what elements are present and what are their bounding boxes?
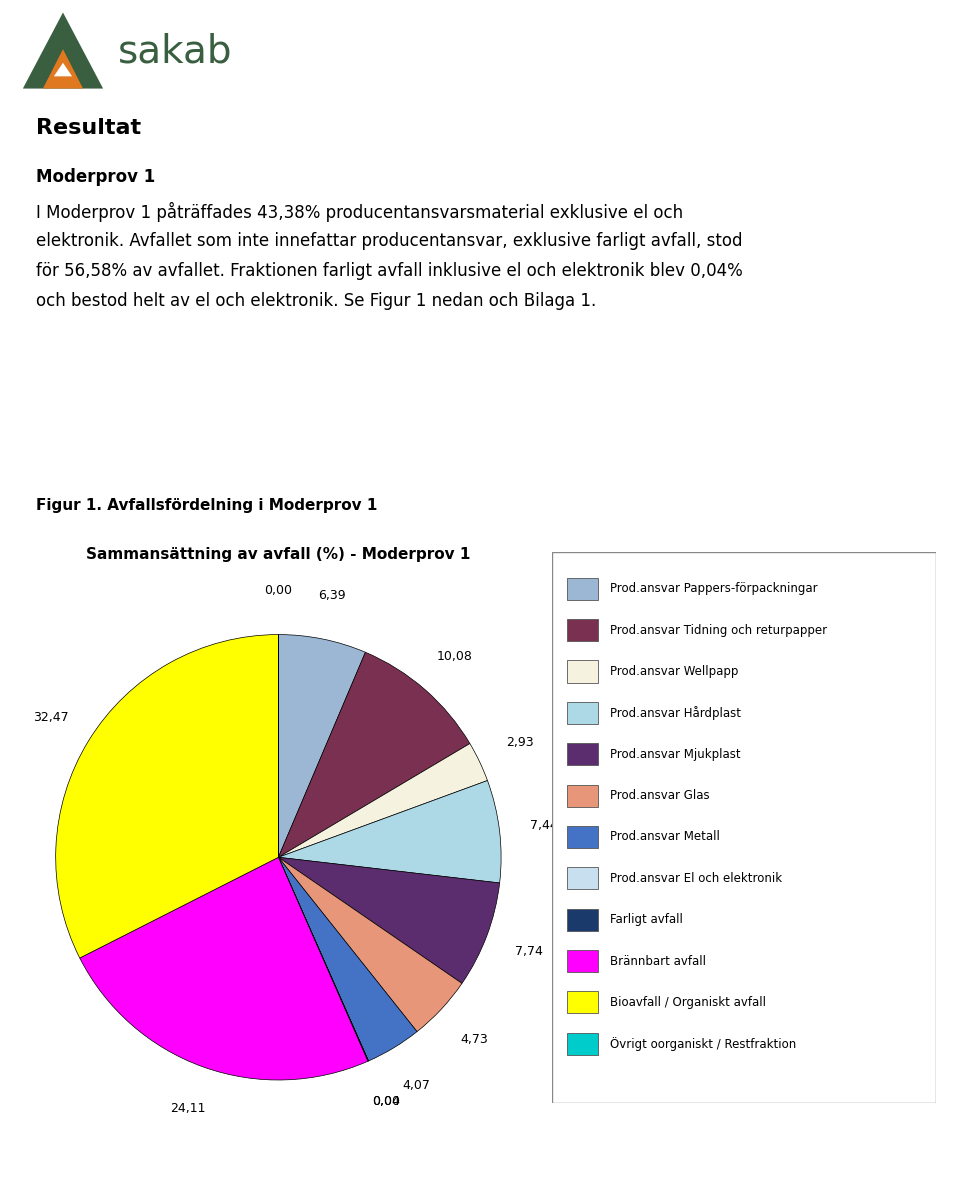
Text: Prod.ansvar Metall: Prod.ansvar Metall <box>610 831 719 843</box>
Wedge shape <box>278 857 369 1061</box>
Text: Farligt avfall: Farligt avfall <box>610 914 683 926</box>
Text: 7,74: 7,74 <box>515 945 542 958</box>
FancyBboxPatch shape <box>567 826 598 848</box>
Text: Bioavfall / Organiskt avfall: Bioavfall / Organiskt avfall <box>610 996 766 1008</box>
Polygon shape <box>54 62 72 77</box>
Text: 7,44: 7,44 <box>530 819 558 832</box>
Text: Resultat: Resultat <box>36 118 141 138</box>
Text: Brännbart avfall: Brännbart avfall <box>610 954 706 968</box>
Text: 0,00: 0,00 <box>264 584 293 597</box>
FancyBboxPatch shape <box>567 701 598 724</box>
Wedge shape <box>56 634 278 958</box>
Text: Prod.ansvar El och elektronik: Prod.ansvar El och elektronik <box>610 872 781 885</box>
Text: Prod.ansvar Pappers-förpackningar: Prod.ansvar Pappers-förpackningar <box>610 583 817 595</box>
Text: 2,93: 2,93 <box>506 736 534 749</box>
Wedge shape <box>278 634 366 857</box>
Text: 0,04: 0,04 <box>372 1096 400 1108</box>
Text: Prod.ansvar Hårdplast: Prod.ansvar Hårdplast <box>610 706 740 719</box>
Wedge shape <box>278 781 501 882</box>
Text: Prod.ansvar Mjukplast: Prod.ansvar Mjukplast <box>610 748 740 760</box>
Text: Prod.ansvar Glas: Prod.ansvar Glas <box>610 789 709 802</box>
Text: 4,73: 4,73 <box>460 1034 488 1046</box>
Polygon shape <box>23 12 103 89</box>
Text: 0,00: 0,00 <box>372 1095 400 1108</box>
Wedge shape <box>278 857 369 1061</box>
FancyBboxPatch shape <box>567 950 598 972</box>
Text: Moderprov 1: Moderprov 1 <box>36 168 156 186</box>
Text: och bestod helt av el och elektronik. Se Figur 1 nedan och Bilaga 1.: och bestod helt av el och elektronik. Se… <box>36 291 596 309</box>
Polygon shape <box>43 49 84 89</box>
Text: Figur 1. Avfallsfördelning i Moderprov 1: Figur 1. Avfallsfördelning i Moderprov 1 <box>36 498 377 513</box>
Title: Sammansättning av avfall (%) - Moderprov 1: Sammansättning av avfall (%) - Moderprov… <box>86 548 470 562</box>
Text: Övrigt oorganiskt / Restfraktion: Övrigt oorganiskt / Restfraktion <box>610 1037 796 1050</box>
Wedge shape <box>80 857 368 1080</box>
Text: 10,08: 10,08 <box>437 650 472 663</box>
Text: 6,39: 6,39 <box>318 589 346 602</box>
FancyBboxPatch shape <box>567 992 598 1013</box>
FancyBboxPatch shape <box>567 784 598 807</box>
Wedge shape <box>278 652 469 857</box>
FancyBboxPatch shape <box>567 743 598 765</box>
Wedge shape <box>278 857 499 983</box>
FancyBboxPatch shape <box>567 619 598 641</box>
Text: I Moderprov 1 påträffades 43,38% producentansvarsmaterial exklusive el och: I Moderprov 1 påträffades 43,38% produce… <box>36 201 684 222</box>
Text: 32,47: 32,47 <box>33 711 68 724</box>
Text: elektronik. Avfallet som inte innefattar producentansvar, exklusive farligt avfa: elektronik. Avfallet som inte innefattar… <box>36 231 743 249</box>
FancyBboxPatch shape <box>567 1032 598 1055</box>
Wedge shape <box>278 857 417 1061</box>
FancyBboxPatch shape <box>567 867 598 890</box>
Text: sakab: sakab <box>118 32 232 71</box>
Text: Prod.ansvar Tidning och returpapper: Prod.ansvar Tidning och returpapper <box>610 623 827 637</box>
FancyBboxPatch shape <box>567 661 598 682</box>
Wedge shape <box>278 857 462 1031</box>
Text: Prod.ansvar Wellpapp: Prod.ansvar Wellpapp <box>610 665 738 677</box>
FancyBboxPatch shape <box>567 909 598 930</box>
Wedge shape <box>278 743 488 857</box>
Text: 24,11: 24,11 <box>171 1102 206 1115</box>
FancyBboxPatch shape <box>552 552 936 1103</box>
FancyBboxPatch shape <box>567 578 598 600</box>
Text: 4,07: 4,07 <box>403 1079 431 1092</box>
Text: för 56,58% av avfallet. Fraktionen farligt avfall inklusive el och elektronik bl: för 56,58% av avfallet. Fraktionen farli… <box>36 261 743 279</box>
